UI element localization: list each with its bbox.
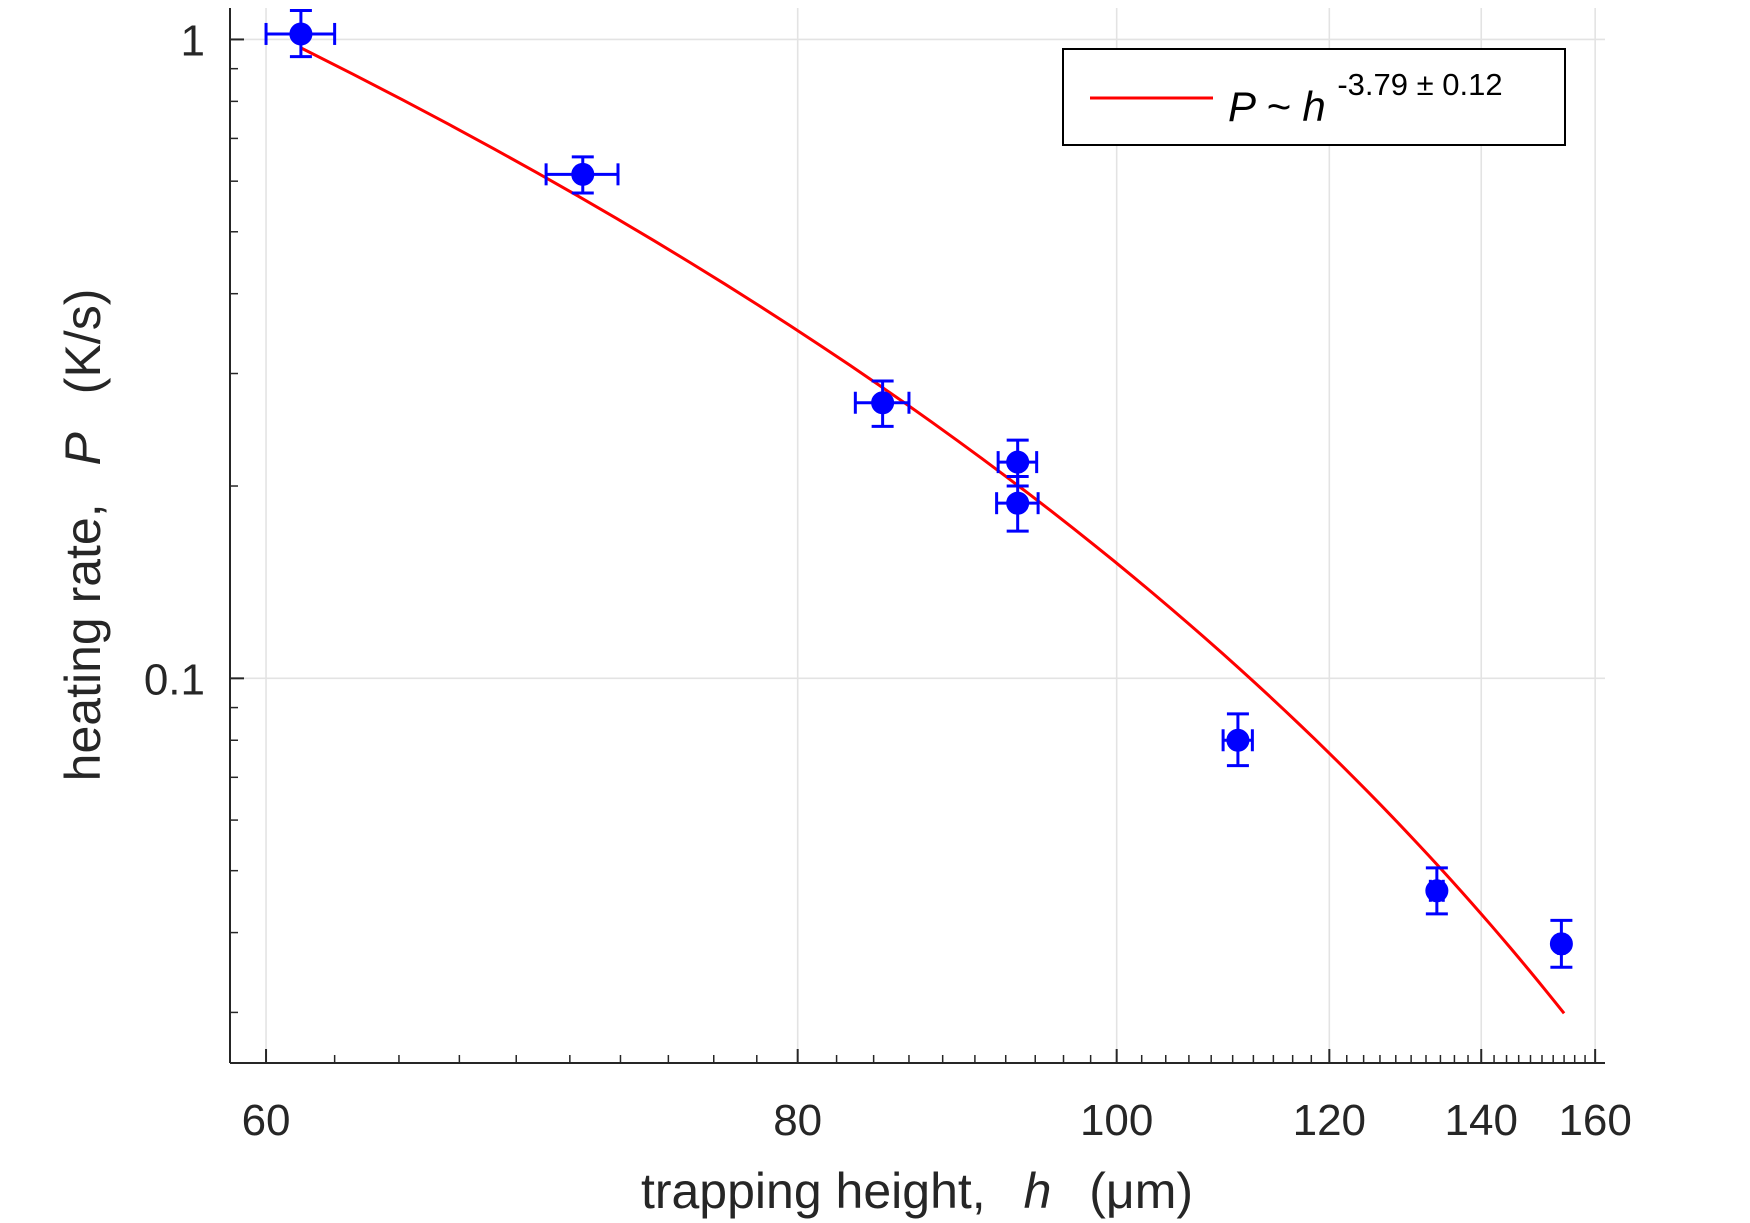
data-point <box>544 155 620 195</box>
data-point <box>1221 712 1254 768</box>
legend-label: P ~ h -3.79 ± 0.12 <box>1228 67 1503 130</box>
x-tick-label: 60 <box>242 1096 291 1145</box>
x-tick-label: 120 <box>1293 1096 1366 1145</box>
y-axis-label-prefix: heating rate, <box>55 503 111 781</box>
points-layer <box>264 8 1573 969</box>
data-marker <box>571 162 595 186</box>
x-axis-label-symbol: h <box>1024 1163 1052 1219</box>
data-point <box>264 8 337 59</box>
data-marker <box>1006 491 1030 515</box>
y-axis-label: heating rate, P (K/s) <box>55 289 111 782</box>
y-axis-label-unit: (K/s) <box>55 289 111 395</box>
x-tick-label: 80 <box>773 1096 822 1145</box>
legend: P ~ h -3.79 ± 0.12 <box>1062 48 1566 146</box>
grid <box>230 8 1605 1063</box>
data-point <box>1549 918 1573 969</box>
legend-label-exponent: -3.79 ± 0.12 <box>1337 67 1502 102</box>
data-marker <box>871 391 895 415</box>
x-axis-label: trapping height, h (μm) <box>641 1163 1193 1219</box>
x-axis-label-prefix: trapping height, <box>641 1163 986 1219</box>
x-tick-label: 100 <box>1080 1096 1153 1145</box>
data-point <box>995 474 1040 533</box>
x-tick-label: 140 <box>1445 1096 1518 1145</box>
x-tick-label: 160 <box>1558 1096 1631 1145</box>
data-point <box>1425 866 1449 916</box>
axes <box>229 8 1605 1064</box>
legend-label-main: P ~ h <box>1228 83 1326 130</box>
minor-ticks <box>230 38 1597 1063</box>
fit-layer <box>300 46 1566 1015</box>
data-point <box>853 379 911 428</box>
y-tick-label: 0.1 <box>144 655 205 704</box>
x-tick-labels: 60 80 100 120 140 160 <box>242 1096 1632 1145</box>
data-marker <box>1006 450 1030 474</box>
y-axis-label-symbol: P <box>55 431 111 465</box>
data-marker <box>1425 879 1449 903</box>
y-tick-labels: 0.11 <box>144 16 205 704</box>
x-axis-label-unit: (μm) <box>1089 1163 1193 1219</box>
y-tick-label: 1 <box>181 16 205 65</box>
data-marker <box>289 22 313 46</box>
fit-line <box>300 46 1566 1015</box>
data-marker <box>1549 932 1573 956</box>
data-marker <box>1226 728 1250 752</box>
plot-background <box>230 8 1605 1063</box>
